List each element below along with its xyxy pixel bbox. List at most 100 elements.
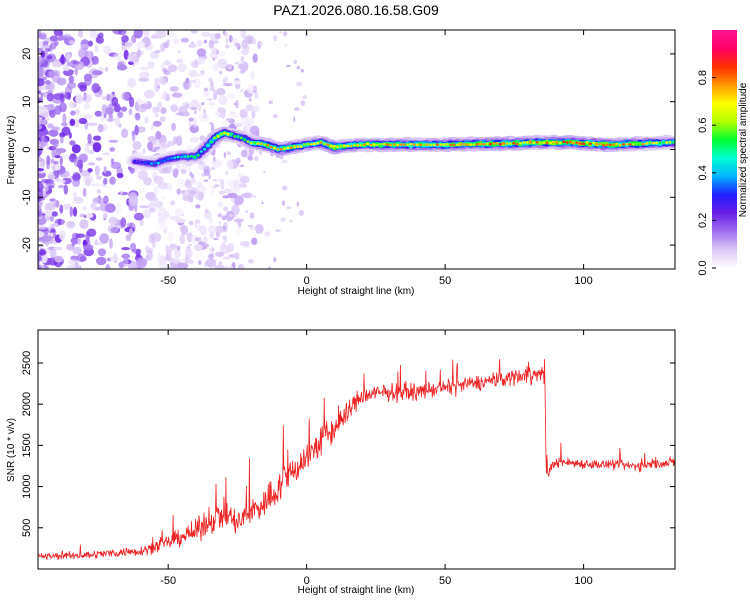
spectrogram-noise-cell xyxy=(193,243,204,252)
spectrogram-ridge-cell xyxy=(505,142,509,145)
spectrogram-noise-cell xyxy=(196,39,203,47)
spectrogram-noise-cell xyxy=(208,174,211,180)
spectrogram-noise-cell xyxy=(47,123,54,129)
spectrogram-noise-cell xyxy=(191,136,199,143)
spectrogram-ridge-cell xyxy=(336,145,340,149)
spectrogram-ridge-cell xyxy=(389,143,393,147)
colorbar-tick-label: 0.4 xyxy=(697,165,709,180)
spectrogram-ridge-cell xyxy=(592,141,596,145)
spectrogram-noise-cell xyxy=(194,110,197,114)
spectrogram-noise-cell xyxy=(95,157,103,161)
spectrogram-ridge-cell xyxy=(415,143,419,146)
spectrogram-noise-cell xyxy=(203,165,211,175)
spectrogram-noise-cell xyxy=(249,212,255,219)
spectrogram-noise-cell xyxy=(300,68,304,73)
snr-series-line xyxy=(38,359,675,560)
spectrogram-noise-cell xyxy=(64,92,72,100)
spectrogram-noise-cell xyxy=(43,111,49,118)
spectrogram-ridge-cell xyxy=(588,142,592,146)
spectrogram-ridge-cell xyxy=(372,143,376,146)
spectrogram-ridge-cell xyxy=(273,146,276,150)
spectrogram-noise-cell xyxy=(177,49,181,54)
spectrogram-noise-cell xyxy=(77,159,84,169)
spectrogram-x-tick-label: 100 xyxy=(574,275,592,287)
spectrogram-noise-cell xyxy=(219,221,222,225)
spectrogram-ridge-cell xyxy=(286,146,290,150)
spectrogram-noise-cell xyxy=(152,146,161,150)
spectrogram-noise-cell xyxy=(160,141,166,148)
spectrogram-noise-cell xyxy=(103,195,109,204)
spectrogram-noise-cell xyxy=(205,258,217,268)
spectrogram-noise-cell xyxy=(52,165,56,172)
spectrogram-ridge-cell xyxy=(479,142,483,146)
spectrogram-noise-cell xyxy=(140,128,145,133)
spectrogram-noise-cell xyxy=(86,228,97,237)
spectrogram-noise-cell xyxy=(52,202,56,208)
spectrogram-noise-cell xyxy=(89,30,98,40)
spectrogram-noise-cell xyxy=(225,38,228,44)
spectrogram-noise-cell xyxy=(302,95,307,99)
spectrogram-noise-cell xyxy=(226,151,231,156)
spectrogram-ridge-cell xyxy=(519,142,522,145)
spectrogram-ridge-cell xyxy=(665,141,669,144)
spectrogram-noise-cell xyxy=(213,237,219,241)
spectrogram-ridge-cell xyxy=(612,143,615,146)
spectrogram-noise-cell xyxy=(155,131,162,140)
spectrogram-ridge-cell xyxy=(319,141,323,144)
spectrogram-noise-cell xyxy=(167,64,178,73)
spectrogram-noise-cell xyxy=(48,108,56,118)
spectrogram-noise-cell xyxy=(214,225,225,233)
spectrogram-noise-cell xyxy=(234,122,243,128)
spectrogram-noise-cell xyxy=(240,149,248,158)
spectrogram-ridge-cell xyxy=(269,145,273,149)
spectrogram-noise-cell xyxy=(203,179,209,182)
spectrogram-noise-cell xyxy=(84,143,90,153)
spectrogram-noise-cell xyxy=(103,45,112,55)
spectrogram-noise-cell xyxy=(222,256,231,260)
spectrogram-ridge-cell xyxy=(213,136,217,140)
spectrogram-ridge-cell xyxy=(495,142,499,145)
spectrogram-noise-cell xyxy=(61,126,71,136)
spectrogram-noise-cell xyxy=(48,70,55,78)
spectrogram-noise-cell xyxy=(66,61,74,67)
spectrogram-noise-cell xyxy=(176,245,181,251)
spectrogram-ridge-cell xyxy=(595,143,599,146)
spectrogram-ridge-cell xyxy=(608,143,612,147)
spectrogram-noise-cell xyxy=(218,190,225,195)
spectrogram-y-tick-label: -20 xyxy=(21,237,33,253)
spectrogram-noise-cell xyxy=(101,95,107,101)
spectrogram-noise-cell xyxy=(226,159,234,170)
spectrogram-noise-cell xyxy=(75,233,86,238)
spectrogram-noise-cell xyxy=(243,123,249,128)
spectrogram-noise-cell xyxy=(114,116,121,126)
spectrogram-ridge-cell xyxy=(316,141,320,145)
spectrogram-noise-cell xyxy=(102,152,111,156)
spectrogram-noise-cell xyxy=(69,140,76,146)
spectrogram-noise-cell xyxy=(116,64,128,71)
spectrogram-noise-cell xyxy=(147,61,155,69)
spectrogram-noise-cell xyxy=(225,266,229,269)
spectrogram-ridge-cell xyxy=(206,144,210,147)
spectrogram-noise-cell xyxy=(109,238,113,250)
spectrogram-noise-cell xyxy=(62,203,72,210)
spectrogram-ridge-cell xyxy=(628,143,632,146)
spectrogram-noise-cell xyxy=(83,175,94,184)
spectrogram-noise-cell xyxy=(154,49,161,54)
spectrogram-noise-cell xyxy=(77,236,82,245)
spectrogram-noise-cell xyxy=(38,255,43,262)
spectrogram-y-tick-label: 20 xyxy=(21,48,33,60)
spectrogram-noise-cell xyxy=(215,231,221,238)
spectrogram-noise-cell xyxy=(46,55,53,60)
spectrogram-ridge-cell xyxy=(246,140,250,143)
spectrogram-noise-cell xyxy=(170,104,178,113)
snr-x-tick-label: 0 xyxy=(304,575,310,587)
spectrogram-ridge-cell xyxy=(435,143,439,146)
spectrogram-noise-cell xyxy=(189,124,199,134)
spectrogram-noise-cell xyxy=(59,31,64,37)
spectrogram-ridge-cell xyxy=(525,141,529,144)
spectrogram-ridge-cell xyxy=(349,144,353,148)
spectrogram-noise-cell xyxy=(83,103,91,110)
spectrogram-noise-cell xyxy=(223,152,227,158)
spectrogram-noise-cell xyxy=(296,201,300,207)
